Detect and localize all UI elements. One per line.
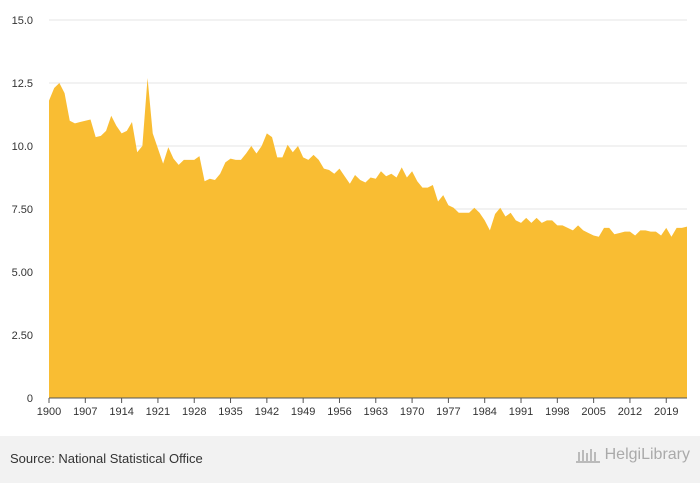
x-axis-ticks: 1900 1907 1914 1921 1928 1935 1942 1949 1956 1963… [37,398,678,418]
x-tick-label: 1984 [472,406,496,418]
source-note: Source: National Statistical Office [10,451,203,466]
x-tick-label: 1963 [364,406,388,418]
y-tick-label: 5.00 [12,267,33,279]
y-tick-label: 0 [27,393,33,405]
x-tick-label: 1956 [327,406,351,418]
brand-logo[interactable]: HelgiLibrary [575,446,690,464]
x-tick-label: 1928 [182,406,206,418]
x-tick-label: 1977 [436,406,460,418]
x-tick-label: 1921 [146,406,170,418]
x-tick-label: 1935 [218,406,242,418]
x-tick-label: 1900 [37,406,61,418]
x-tick-label: 2005 [581,406,605,418]
x-tick-label: 1942 [255,406,279,418]
library-icon [575,449,600,463]
y-tick-label: 12.5 [12,78,33,90]
x-tick-label: 1949 [291,406,315,418]
x-tick-label: 1991 [509,406,533,418]
x-tick-label: 1907 [73,406,97,418]
y-tick-label: 2.50 [12,330,33,342]
x-tick-label: 1970 [400,406,424,418]
y-tick-label: 7.50 [12,204,33,216]
x-tick-label: 2019 [654,406,678,418]
x-tick-label: 1914 [109,406,133,418]
series-area [49,77,687,399]
y-axis-ticks: 0 2.50 5.00 7.50 10.0 12.5 15.0 [12,15,33,405]
y-tick-label: 15.0 [12,15,33,27]
brand-name: HelgiLibrary [604,446,690,463]
x-tick-label: 2012 [618,406,642,418]
x-tick-label: 1998 [545,406,569,418]
y-tick-label: 10.0 [12,141,33,153]
